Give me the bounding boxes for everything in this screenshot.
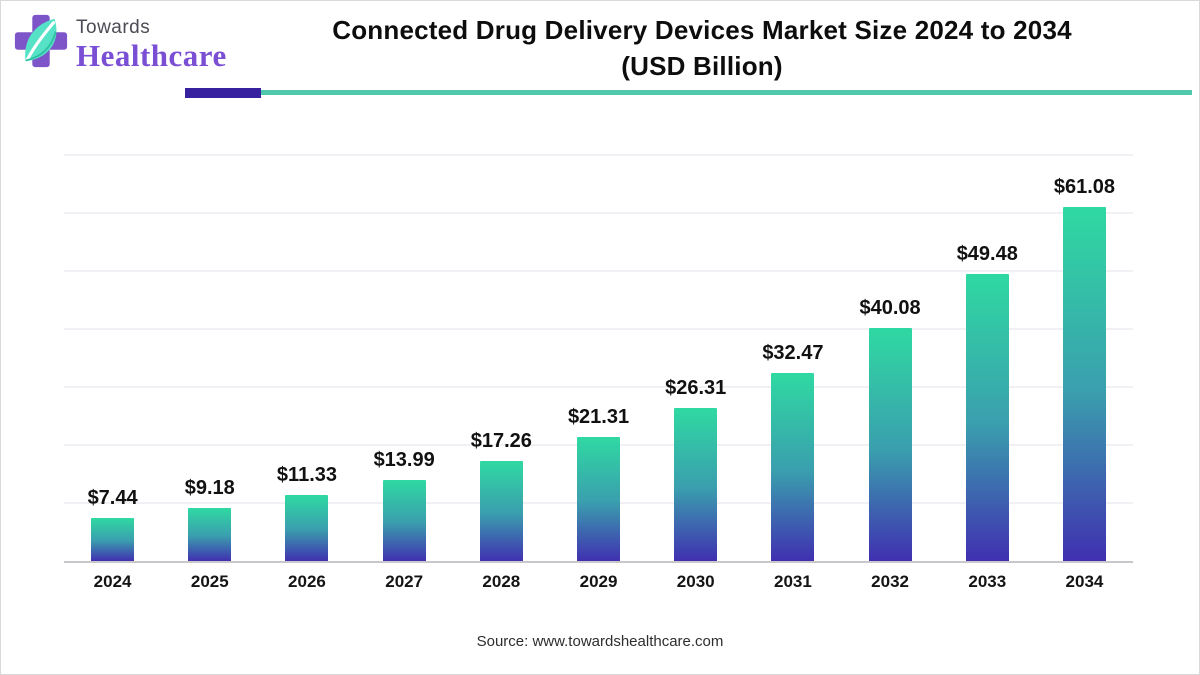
bar-group: $49.48 — [939, 243, 1036, 561]
x-axis-label: 2024 — [93, 572, 132, 591]
x-axis-row: 2024 2025 2026 2027 2028 2029 2030 2031 2032 2033… — [64, 572, 1133, 592]
title-underline-teal-segment — [261, 90, 1192, 95]
source-text: Source: www.towardshealthcare.com — [476, 633, 724, 650]
logo-text: Towards Healthcare — [76, 12, 227, 71]
bar-group: $13.99 — [356, 449, 453, 561]
bar-group: $61.08 — [1036, 176, 1133, 561]
bar-value-label: $9.18 — [184, 477, 235, 499]
bar-group: $11.33 — [258, 464, 355, 561]
bar — [674, 408, 718, 561]
bar-value-label: $13.99 — [373, 449, 435, 471]
x-axis-label: 2032 — [871, 572, 909, 591]
x-axis-label: 2025 — [190, 572, 229, 591]
bar-value-label: $26.31 — [665, 377, 727, 399]
bar-value-label: $11.33 — [276, 464, 337, 486]
bar-value-label: $40.08 — [859, 297, 921, 319]
bar-group: $9.18 — [161, 477, 258, 561]
bar — [1062, 207, 1106, 561]
bar — [382, 480, 426, 561]
bar-group: $17.26 — [453, 430, 550, 561]
gridline — [64, 270, 1133, 272]
bar-group: $40.08 — [842, 297, 939, 561]
logo-cross-leaf-icon — [14, 14, 68, 68]
logo-text-healthcare: Healthcare — [76, 38, 227, 73]
x-axis-label: 2027 — [385, 572, 424, 591]
bar-group: $21.31 — [550, 406, 647, 561]
chart-title: Connected Drug Delivery Devices Market S… — [210, 12, 1194, 84]
bar — [965, 274, 1009, 561]
bar — [91, 518, 135, 561]
x-axis-label: 2029 — [579, 572, 618, 591]
x-axis-label: 2033 — [968, 572, 1007, 591]
bar — [188, 508, 232, 561]
logo-text-towards: Towards — [76, 17, 151, 38]
gridline — [64, 212, 1133, 214]
x-axis-label: 2026 — [288, 572, 326, 591]
bar-value-label: $49.48 — [956, 243, 1018, 265]
x-axis-label: 2028 — [482, 572, 521, 591]
plot-area: $7.44 $9.18 $11.33 $13.99 $17.26 $21.31 $26.31… — [64, 149, 1133, 563]
x-axis-label: 2031 — [773, 572, 812, 591]
bar — [868, 328, 912, 561]
bar-group: $26.31 — [647, 377, 744, 561]
bar-value-label: $32.47 — [762, 342, 824, 364]
bar-value-label: $7.44 — [87, 487, 138, 509]
bar-group: $32.47 — [744, 342, 841, 561]
x-axis-label: 2030 — [676, 572, 715, 591]
bar — [577, 437, 621, 561]
bar-value-label: $17.26 — [470, 430, 532, 452]
bar — [771, 373, 815, 561]
gridline — [64, 328, 1133, 330]
bar — [285, 495, 329, 561]
title-underline-purple-segment — [185, 88, 261, 98]
gridline — [64, 154, 1133, 156]
gridline — [64, 386, 1133, 388]
x-axis-label: 2034 — [1065, 572, 1104, 591]
bar-value-label: $21.31 — [567, 406, 630, 428]
chart-title-line1: Connected Drug Delivery Devices Market S… — [332, 15, 1072, 45]
bar-value-label: $61.08 — [1053, 176, 1116, 198]
chart-title-line2: (USD Billion) — [621, 51, 783, 81]
bar — [479, 461, 523, 561]
bar-group: $7.44 — [64, 487, 161, 561]
logo: Towards Healthcare — [12, 12, 227, 71]
